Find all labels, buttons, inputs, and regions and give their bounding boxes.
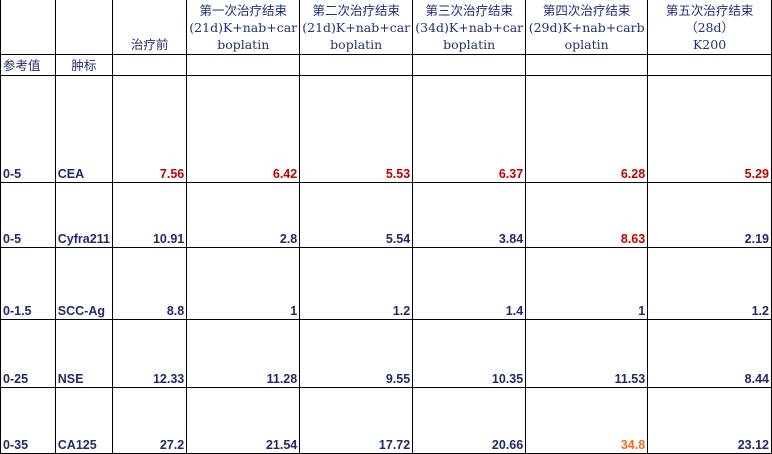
value-cell: 8.44 xyxy=(647,319,772,388)
value-cell: 9.55 xyxy=(299,319,414,388)
value-cell: 8.8 xyxy=(111,247,188,320)
value-cell: 11.53 xyxy=(525,319,649,388)
column-header-line1: 第三次治疗结束 xyxy=(425,3,513,18)
value-cell: 1 xyxy=(525,247,649,320)
value-cell: 10.35 xyxy=(412,319,527,388)
column-header-line1 xyxy=(115,2,184,19)
reference-range: 0-1.5 xyxy=(0,247,56,320)
table-row: 0-25 NSE 12.33 11.28 9.55 10.35 11.53 8.44 xyxy=(0,319,772,388)
header-row: 治疗前 第一次治疗结束 (21d)K+nab+car boplatin 第二次治疗结… xyxy=(0,0,772,55)
tumor-marker-label: 肿标 xyxy=(54,54,113,76)
column-header: 第一次治疗结束 (21d)K+nab+car boplatin xyxy=(186,0,301,55)
marker-name: CEA xyxy=(54,75,113,183)
column-header-line3: 治疗前 xyxy=(130,37,169,52)
value-cell: 2.19 xyxy=(647,182,772,248)
value-cell: 34.8 xyxy=(525,387,649,454)
column-header: 第四次治疗结束 (29d)K+nab+carb oplatin xyxy=(525,0,649,55)
value-cell: 5.54 xyxy=(299,182,414,248)
value-cell: 5.29 xyxy=(647,75,772,183)
column-header: 第三次治疗结束 (34d)K+nab+car boplatin xyxy=(412,0,527,55)
column-header: 第五次治疗结束 （28d） K200 xyxy=(647,0,772,55)
column-header-line3: boplatin xyxy=(330,37,383,52)
value-cell: 1.2 xyxy=(647,247,772,320)
value-cell: 12.33 xyxy=(111,319,188,388)
empty-cell xyxy=(412,54,527,76)
reference-range: 0-5 xyxy=(0,75,56,183)
column-header-line2: （28d） xyxy=(685,20,735,35)
column-header-line1: 第一次治疗结束 xyxy=(199,3,287,18)
column-header-line3: K200 xyxy=(692,37,727,52)
column-header-line2: (21d)K+nab+car xyxy=(302,20,411,35)
header-cell-empty xyxy=(0,0,56,55)
table-row: 0-5 Cyfra211 10.91 2.8 5.54 3.84 8.63 2.19 xyxy=(0,182,772,248)
reference-range: 0-25 xyxy=(0,319,56,388)
label-row: 参考值 肿标 xyxy=(0,54,772,76)
header-cell-empty xyxy=(54,0,113,55)
column-header-line3: boplatin xyxy=(443,37,496,52)
value-cell: 1.2 xyxy=(299,247,414,320)
empty-cell xyxy=(111,54,188,76)
marker-name: SCC-Ag xyxy=(54,247,113,320)
column-header-line2: (21d)K+nab+car xyxy=(189,20,298,35)
value-cell: 17.72 xyxy=(299,387,414,454)
table-row: 0-1.5 SCC-Ag 8.8 1 1.2 1.4 1 1.2 xyxy=(0,247,772,320)
value-cell: 5.53 xyxy=(299,75,414,183)
value-cell: 27.2 xyxy=(111,387,188,454)
value-cell: 21.54 xyxy=(186,387,301,454)
value-cell: 1 xyxy=(186,247,301,320)
value-cell: 6.28 xyxy=(525,75,649,183)
marker-name: CA125 xyxy=(54,387,113,454)
value-cell: 6.37 xyxy=(412,75,527,183)
column-header-line1: 第四次治疗结束 xyxy=(542,3,631,18)
reference-range: 0-35 xyxy=(0,387,56,454)
column-header: 治疗前 xyxy=(111,0,188,55)
column-header-line3: oplatin xyxy=(564,37,609,52)
empty-cell xyxy=(647,54,772,76)
value-cell: 23.12 xyxy=(647,387,772,454)
value-cell: 20.66 xyxy=(412,387,527,454)
value-cell: 10.91 xyxy=(111,182,188,248)
empty-cell xyxy=(186,54,301,76)
value-cell: 8.63 xyxy=(525,182,649,248)
table-row: 0-35 CA125 27.2 21.54 17.72 20.66 34.8 23.12 xyxy=(0,387,772,454)
value-cell: 7.56 xyxy=(111,75,188,183)
column-header-line3: boplatin xyxy=(217,37,270,52)
value-cell: 3.84 xyxy=(412,182,527,248)
column-header-line2 xyxy=(115,19,184,36)
column-header-line2: (34d)K+nab+car xyxy=(415,20,524,35)
value-cell: 11.28 xyxy=(186,319,301,388)
table-row: 0-5 CEA 7.56 6.42 5.53 6.37 6.28 5.29 xyxy=(0,75,772,183)
column-header: 第二次治疗结束 (21d)K+nab+car boplatin xyxy=(299,0,414,55)
marker-name: NSE xyxy=(54,319,113,388)
empty-cell xyxy=(299,54,414,76)
value-cell: 6.42 xyxy=(186,75,301,183)
value-cell: 2.8 xyxy=(186,182,301,248)
value-cell: 1.4 xyxy=(412,247,527,320)
reference-range: 0-5 xyxy=(0,182,56,248)
column-header-line1: 第二次治疗结束 xyxy=(312,3,400,18)
marker-name: Cyfra211 xyxy=(54,182,113,248)
column-header-line1: 第五次治疗结束 xyxy=(665,3,754,18)
column-header-line2: (29d)K+nab+carb xyxy=(528,20,645,35)
reference-range-label: 参考值 xyxy=(0,54,56,76)
empty-cell xyxy=(525,54,649,76)
